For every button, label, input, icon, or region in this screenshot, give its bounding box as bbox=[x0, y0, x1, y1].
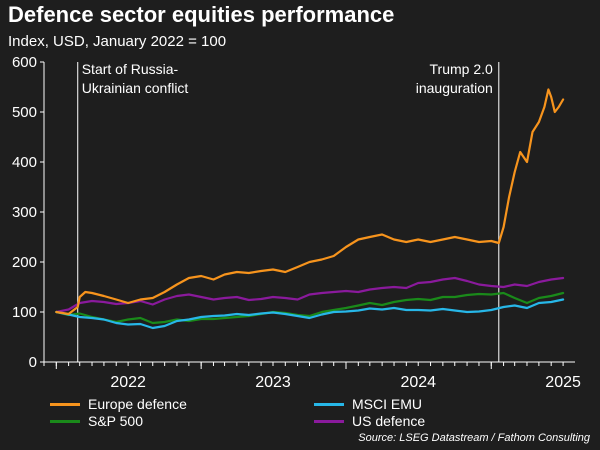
series-line-europe-defence bbox=[55, 88, 565, 316]
x-tick-label: 2023 bbox=[255, 374, 291, 391]
event-label: inauguration bbox=[416, 80, 493, 96]
series-line-s-p-500 bbox=[55, 291, 565, 325]
legend-label-sp500: S&P 500 bbox=[88, 413, 144, 429]
legend-item-sp500: S&P 500 bbox=[50, 413, 143, 429]
event-label: Ukrainian conflict bbox=[82, 80, 189, 96]
legend-swatch-sp500 bbox=[50, 419, 80, 423]
series-line-us-defence bbox=[55, 276, 565, 314]
y-tick-label: 100 bbox=[12, 304, 37, 321]
legend-swatch-europe-defence bbox=[50, 402, 80, 406]
y-tick-label: 400 bbox=[12, 154, 37, 171]
legend-swatch-us-defence bbox=[314, 419, 344, 423]
y-tick-label: 500 bbox=[12, 104, 37, 121]
y-tick-label: 0 bbox=[29, 354, 37, 371]
chart-subtitle: Index, USD, January 2022 = 100 bbox=[8, 33, 227, 50]
x-tick-label: 2024 bbox=[400, 374, 436, 391]
y-tick-label: 300 bbox=[12, 204, 37, 221]
legend-label-europe-defence: Europe defence bbox=[88, 396, 187, 412]
y-tick-label: 600 bbox=[12, 54, 37, 71]
y-tick-label: 200 bbox=[12, 254, 37, 271]
event-label: Trump 2.0 bbox=[430, 61, 493, 77]
chart-title: Defence sector equities performance bbox=[8, 2, 395, 27]
legend-item-msci-emu: MSCI EMU bbox=[314, 396, 422, 412]
legend-item-us-defence: US defence bbox=[314, 413, 425, 429]
series-line-msci-emu bbox=[55, 298, 565, 330]
x-tick-label: 2025 bbox=[545, 374, 581, 391]
chart-legend: Europe defence MSCI EMU S&P 500 US defen… bbox=[50, 396, 570, 430]
legend-item-europe-defence: Europe defence bbox=[50, 396, 187, 412]
legend-label-us-defence: US defence bbox=[352, 413, 426, 429]
event-label: Start of Russia- bbox=[82, 61, 179, 77]
x-tick-label: 2022 bbox=[110, 374, 146, 391]
legend-label-msci-emu: MSCI EMU bbox=[352, 396, 422, 412]
source-note: Source: LSEG Datastream / Fathom Consult… bbox=[358, 432, 590, 444]
legend-swatch-msci-emu bbox=[314, 402, 344, 406]
